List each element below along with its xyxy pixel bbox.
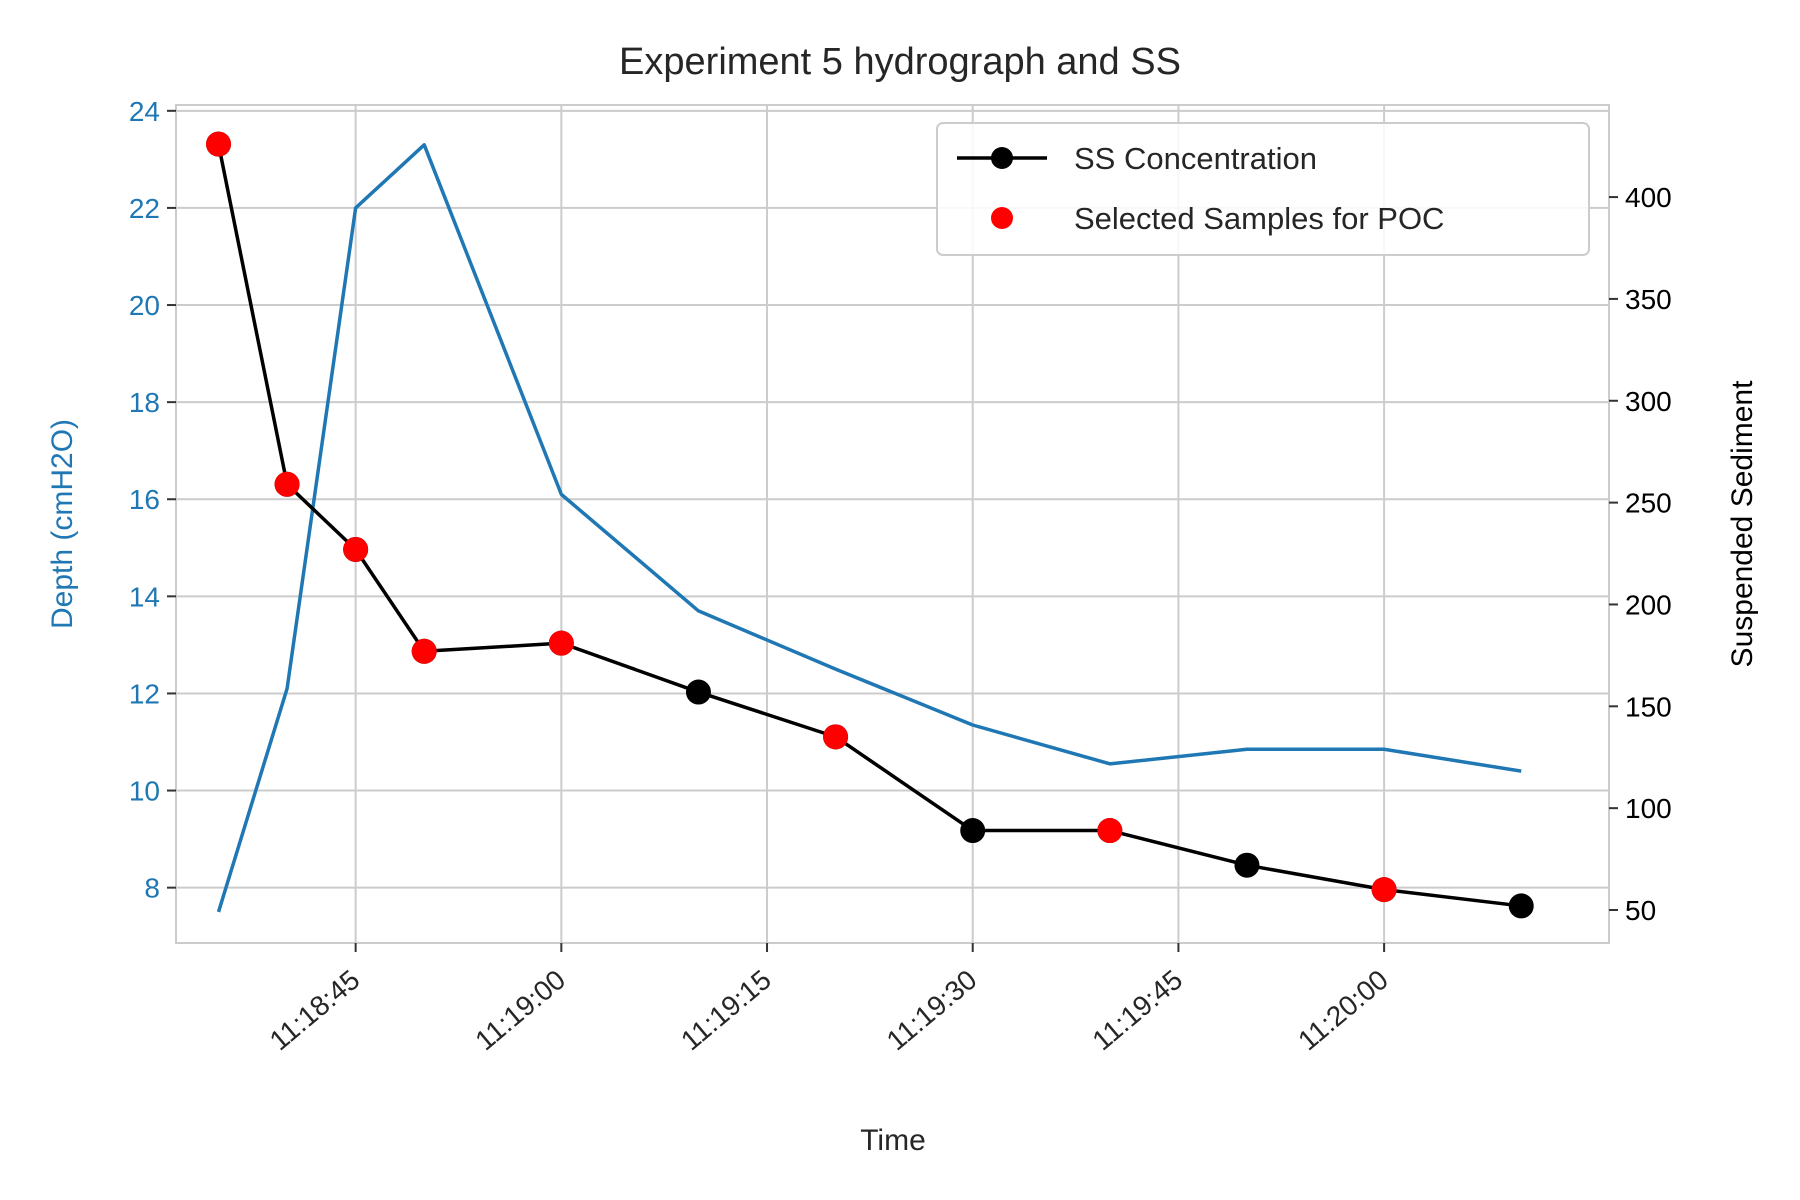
ss-point — [960, 818, 986, 844]
selected-sample-point — [1097, 818, 1123, 844]
y-left-tick-label: 22 — [129, 193, 160, 224]
y-axis-right: 50 100 150 200 250 300 350 400 — [1609, 182, 1672, 926]
y-left-tick-label: 20 — [129, 290, 160, 321]
plot-frame — [175, 104, 1610, 944]
y-axis-left-label: Depth (cmH2O) — [46, 419, 79, 629]
y-right-tick-label: 250 — [1625, 488, 1672, 519]
y-right-tick-label: 350 — [1625, 284, 1672, 315]
ss-point — [1508, 893, 1534, 919]
selected-sample-point — [1371, 877, 1397, 903]
y-right-tick-label: 50 — [1625, 895, 1656, 926]
y-left-tick-label: 24 — [129, 96, 160, 127]
series-layer — [206, 131, 1534, 919]
legend-selected-marker — [991, 207, 1013, 229]
y-right-tick-label: 100 — [1625, 793, 1672, 824]
y-right-tick-label: 400 — [1625, 182, 1672, 213]
y-left-tick-label: 18 — [129, 387, 160, 418]
legend: SS Concentration Selected Samples for PO… — [936, 122, 1590, 256]
legend-selected-label: Selected Samples for POC — [1074, 201, 1444, 236]
y-right-tick-label: 150 — [1625, 691, 1672, 722]
y-left-tick-label: 10 — [129, 776, 160, 807]
y-axis-right-label: Suspended Sediment — [1726, 380, 1759, 668]
selected-sample-point — [823, 724, 849, 750]
y-axis-left: 8 10 12 14 16 18 20 22 24 — [129, 96, 176, 904]
selected-sample-point — [206, 131, 232, 157]
selected-sample-point — [548, 630, 574, 656]
legend-ss-label: SS Concentration — [1074, 141, 1317, 176]
y-left-tick-label: 12 — [129, 678, 160, 709]
y-left-tick-label: 16 — [129, 484, 160, 515]
selected-sample-point — [411, 638, 437, 664]
ss-series-line — [216, 143, 1522, 908]
y-left-tick-label: 8 — [144, 873, 160, 904]
legend-box — [936, 122, 1590, 256]
depth-series-line — [216, 143, 1522, 913]
ss-point — [1234, 852, 1260, 878]
ss-point — [685, 679, 711, 705]
legend-ss-marker — [991, 147, 1013, 169]
grid — [176, 105, 1609, 943]
y-left-tick-label: 14 — [129, 581, 160, 612]
chart-title: Experiment 5 hydrograph and SS — [619, 41, 1181, 83]
selected-sample-point — [343, 536, 369, 562]
x-axis-label: Time — [860, 1124, 926, 1157]
selected-sample-point — [274, 471, 300, 497]
y-right-tick-label: 300 — [1625, 386, 1672, 417]
y-right-tick-label: 200 — [1625, 589, 1672, 620]
